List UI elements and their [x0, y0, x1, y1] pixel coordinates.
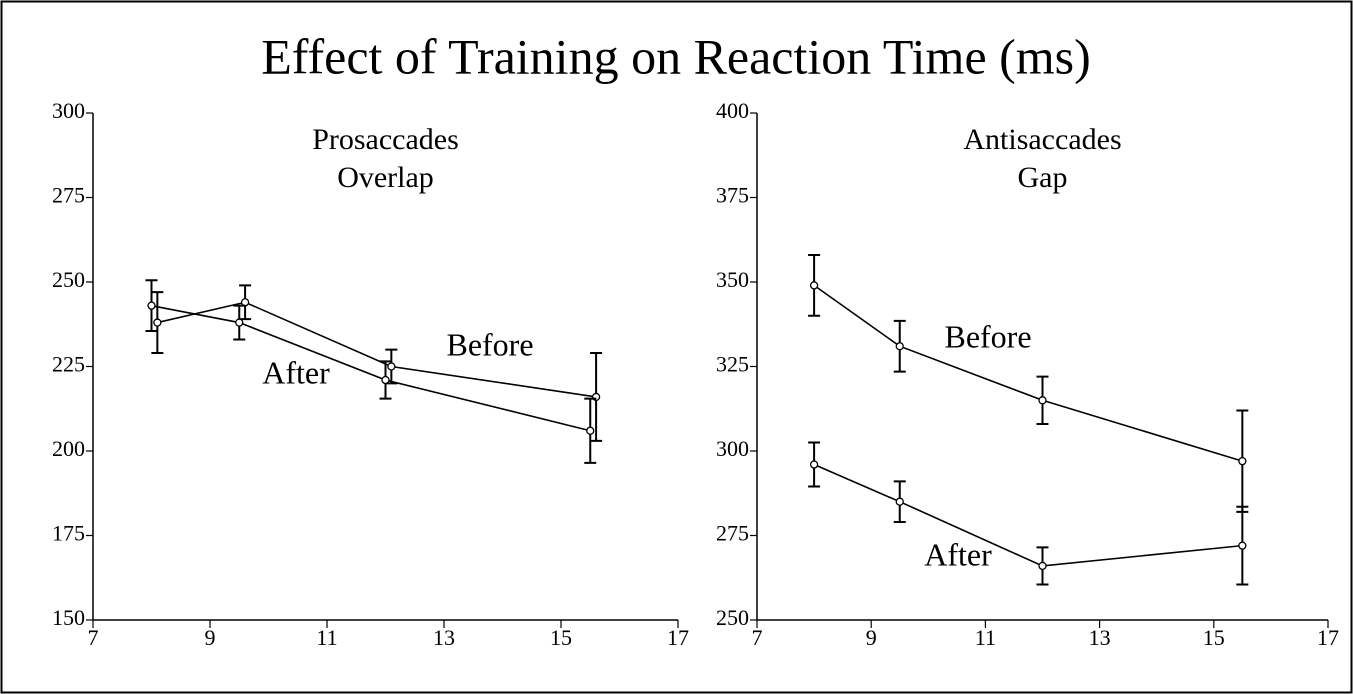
x-tick-label: 7: [752, 625, 763, 650]
subtitle: Overlap: [337, 161, 434, 194]
y-tick-label: 375: [716, 183, 749, 208]
marker: [387, 362, 396, 371]
subtitle: Prosaccades: [312, 123, 459, 156]
marker: [381, 375, 390, 385]
x-tick-label: 11: [975, 625, 996, 650]
series-line: [813, 463, 1243, 567]
y-tick-label: 400: [716, 98, 749, 123]
marker: [809, 281, 819, 290]
marker: [235, 318, 244, 327]
series-label: Before: [446, 326, 533, 362]
series-label: After: [924, 536, 992, 572]
series-line: [157, 301, 597, 398]
marker: [147, 301, 156, 310]
marker: [809, 460, 819, 469]
y-tick-label: 300: [52, 98, 85, 123]
y-tick-label: 250: [716, 605, 749, 630]
series-line: [151, 304, 591, 432]
marker: [895, 342, 904, 351]
x-tick-label: 17: [667, 625, 689, 650]
y-tick-label: 275: [716, 521, 749, 546]
marker: [586, 426, 595, 435]
y-tick-label: 175: [52, 521, 85, 546]
y-tick-label: 275: [52, 183, 85, 208]
x-tick-label: 9: [866, 625, 877, 650]
x-tick-label: 15: [1203, 625, 1225, 650]
y-tick-label: 250: [52, 267, 85, 292]
subtitle: Antisaccades: [963, 123, 1121, 156]
y-tick-label: 325: [716, 352, 749, 377]
marker: [1038, 561, 1047, 571]
x-tick-label: 9: [205, 625, 216, 650]
series-label: After: [262, 354, 330, 390]
y-tick-label: 350: [716, 267, 749, 292]
y-tick-label: 200: [52, 436, 85, 461]
subtitle: Gap: [1018, 161, 1068, 194]
x-tick-label: 13: [433, 625, 455, 650]
marker: [895, 497, 904, 506]
marker: [153, 318, 162, 327]
series-label: Before: [944, 318, 1031, 354]
x-tick-label: 15: [550, 625, 572, 650]
x-tick-label: 11: [316, 625, 337, 650]
y-tick-label: 225: [52, 352, 85, 377]
series-line: [813, 284, 1243, 462]
marker: [1238, 541, 1247, 550]
y-tick-label: 150: [52, 605, 85, 630]
x-tick-label: 17: [1317, 625, 1339, 650]
x-tick-label: 7: [88, 625, 99, 650]
marker: [1038, 396, 1047, 405]
x-tick-label: 13: [1089, 625, 1111, 650]
y-tick-label: 300: [716, 436, 749, 461]
chart-title: Effect of Training on Reaction Time (ms): [261, 28, 1091, 84]
marker: [1238, 456, 1247, 466]
